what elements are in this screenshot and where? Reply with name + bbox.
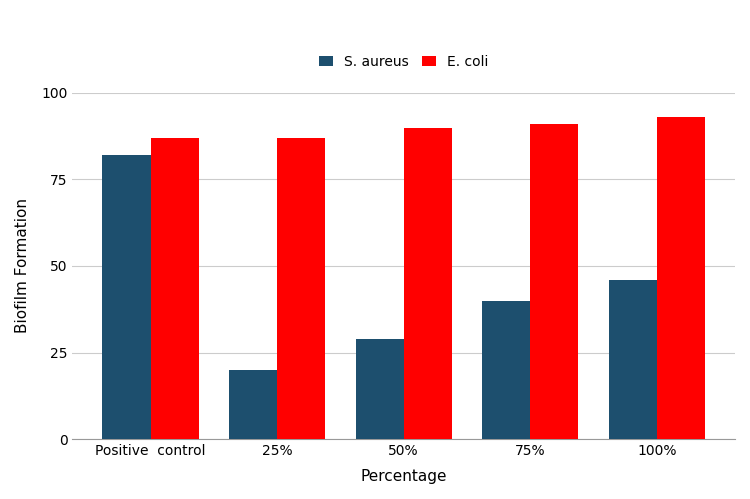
Bar (404, 128, 451, 439)
Bar (277, 138, 326, 439)
Legend: S. aureus, E. coli: S. aureus, E. coli (319, 55, 489, 69)
Bar (482, 300, 530, 439)
Bar (657, 117, 705, 439)
Bar (609, 280, 657, 439)
X-axis label: Percentage: Percentage (361, 469, 447, 484)
Bar (229, 370, 277, 439)
Bar (530, 124, 578, 439)
Bar (103, 155, 151, 439)
Bar (356, 339, 404, 439)
Bar (151, 138, 199, 439)
Y-axis label: Biofilm Formation: Biofilm Formation (15, 199, 30, 333)
